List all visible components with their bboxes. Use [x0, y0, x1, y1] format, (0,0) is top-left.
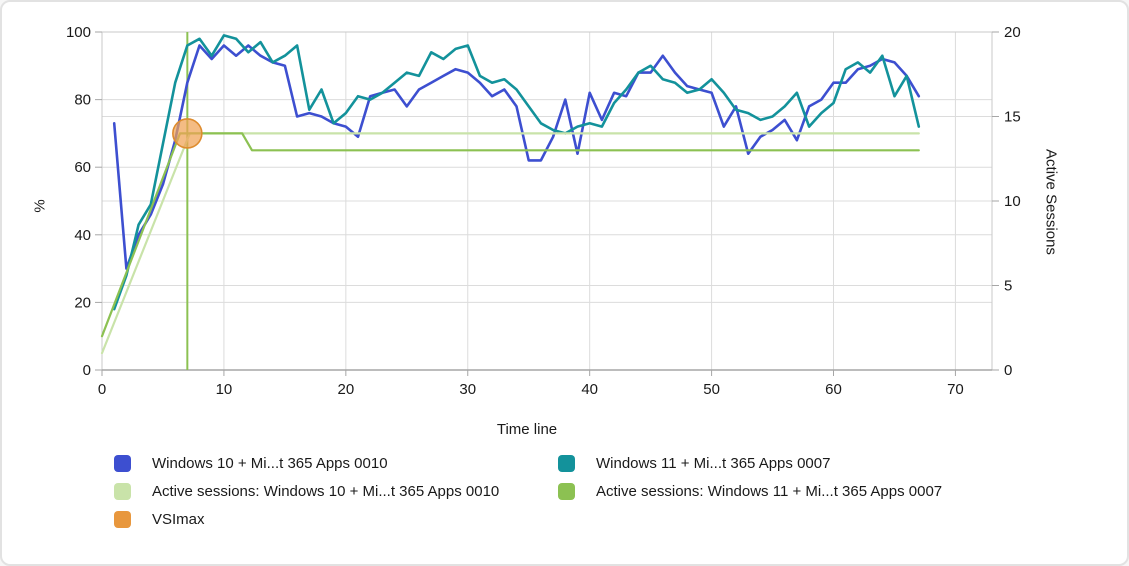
legend-swatch-windows10 — [114, 455, 131, 472]
x-tick-label: 70 — [947, 381, 964, 398]
legend-column-1: Windows 10 + Mi...t 365 Apps 0010 Active… — [114, 455, 499, 539]
x-tick-label: 60 — [825, 381, 842, 398]
series-line-active-sessions-windows-10-mi-t-365-apps-0010 — [100, 132, 920, 355]
x-tick-label: 30 — [459, 381, 476, 398]
y-left-tick-label: 0 — [83, 362, 91, 379]
y-left-tick-label: 80 — [74, 92, 91, 109]
legend-item-active-sessions-windows11[interactable]: Active sessions: Windows 11 + Mi...t 365… — [558, 483, 942, 500]
legend-swatch-active-sessions-windows11 — [558, 483, 575, 500]
chart-canvas: 0 10 20 30 40 50 60 70 0 20 40 60 80 100 0 5 10 15 20 — [66, 24, 1021, 398]
legend-column-2: Windows 11 + Mi...t 365 Apps 0007 Active… — [558, 455, 942, 511]
y-left-tick-label: 100 — [66, 24, 91, 41]
legend-item-active-sessions-windows10[interactable]: Active sessions: Windows 10 + Mi...t 365… — [114, 483, 499, 500]
y-left-tick-label: 60 — [74, 159, 91, 176]
series-line-windows-11-mi-t-365-apps-0007 — [112, 34, 921, 311]
x-axis-title: Time line — [496, 421, 558, 438]
x-tick-label: 50 — [703, 381, 720, 398]
y-right-tick-label: 5 — [1004, 278, 1012, 295]
legend-item-windows10[interactable]: Windows 10 + Mi...t 365 Apps 0010 — [114, 455, 499, 472]
legend-label-active-sessions-windows10: Active sessions: Windows 10 + Mi...t 365… — [152, 483, 500, 500]
x-tick-label: 40 — [581, 381, 598, 398]
y-right-tick-label: 20 — [1004, 24, 1021, 41]
legend-label-windows11: Windows 11 + Mi...t 365 Apps 0007 — [596, 455, 831, 472]
series-line-windows-10-mi-t-365-apps-0010 — [112, 44, 921, 270]
legend-swatch-vsimax — [114, 511, 131, 528]
legend-label-active-sessions-windows11: Active sessions: Windows 11 + Mi...t 365… — [596, 483, 943, 500]
x-tick-label: 20 — [337, 381, 354, 398]
legend-item-vsimax[interactable]: VSImax — [114, 511, 499, 528]
y-right-tick-label: 0 — [1004, 362, 1012, 379]
y-axis-left-title: % — [31, 199, 49, 213]
legend-label-windows10: Windows 10 + Mi...t 365 Apps 0010 — [152, 455, 388, 472]
y-left-tick-label: 40 — [74, 227, 91, 244]
legend-item-windows11[interactable]: Windows 11 + Mi...t 365 Apps 0007 — [558, 455, 942, 472]
y-left-tick-label: 20 — [74, 294, 91, 311]
y-right-tick-label: 10 — [1004, 193, 1021, 210]
vsimax-marker — [172, 118, 203, 149]
y-right-tick-label: 15 — [1004, 109, 1021, 126]
legend-swatch-windows11 — [558, 455, 575, 472]
x-tick-label: 10 — [216, 381, 233, 398]
y-axis-right-title: Active Sessions — [1042, 149, 1060, 255]
series-line-active-sessions-windows-11-mi-t-365-apps-0007 — [100, 132, 920, 338]
x-tick-label: 0 — [98, 381, 106, 398]
legend-swatch-active-sessions-windows10 — [114, 483, 131, 500]
legend-label-vsimax: VSImax — [152, 511, 205, 528]
